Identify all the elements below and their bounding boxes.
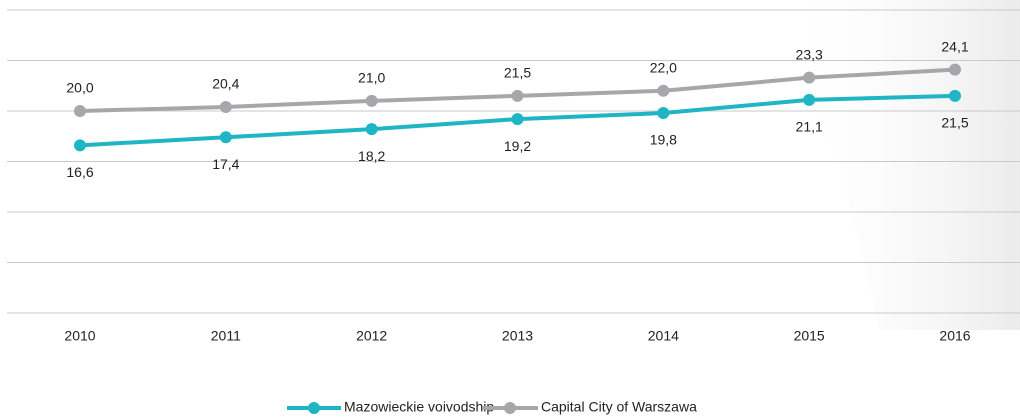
data-label: 24,1 xyxy=(941,38,968,54)
x-tick-label: 2012 xyxy=(356,328,387,344)
x-tick-label: 2011 xyxy=(211,328,241,344)
data-point xyxy=(220,131,232,143)
data-point xyxy=(803,72,815,84)
x-tick-label: 2015 xyxy=(794,328,825,344)
legend-marker xyxy=(308,402,320,414)
data-point xyxy=(220,101,232,113)
data-label: 23,3 xyxy=(796,46,823,62)
x-tick-label: 2013 xyxy=(502,328,533,344)
data-point xyxy=(949,64,961,76)
data-point xyxy=(366,95,378,107)
data-point xyxy=(949,90,961,102)
data-label: 20,4 xyxy=(212,76,239,92)
data-point xyxy=(366,123,378,135)
data-label: 22,0 xyxy=(650,60,677,76)
data-label: 17,4 xyxy=(212,156,239,172)
data-point xyxy=(657,85,669,97)
data-label: 19,2 xyxy=(504,138,531,154)
data-label: 20,0 xyxy=(66,80,93,96)
x-tick-label: 2016 xyxy=(939,328,970,344)
data-label: 21,0 xyxy=(358,70,385,86)
data-point xyxy=(512,113,524,125)
data-point xyxy=(803,94,815,106)
x-tick-label: 2010 xyxy=(64,328,95,344)
data-label: 19,8 xyxy=(650,132,677,148)
data-label: 18,2 xyxy=(358,148,385,164)
legend: Mazowieckie voivodship Capital City of Wa… xyxy=(287,399,697,415)
legend-label: Capital City of Warszawa xyxy=(541,399,697,415)
data-point xyxy=(74,105,86,117)
data-label: 16,6 xyxy=(66,164,93,180)
data-point xyxy=(657,107,669,119)
x-tick-label: 2014 xyxy=(648,328,679,344)
legend-marker xyxy=(504,402,516,414)
legend-label: Mazowieckie voivodship xyxy=(344,399,494,415)
data-label: 21,5 xyxy=(941,115,968,131)
chart: 2010 2011 2012 2013 2014 2015 2016 16,6 17,4 18,… xyxy=(0,0,1020,419)
data-label: 21,5 xyxy=(504,65,531,81)
data-point xyxy=(74,139,86,151)
data-point xyxy=(512,90,524,102)
data-label: 21,1 xyxy=(796,119,823,135)
